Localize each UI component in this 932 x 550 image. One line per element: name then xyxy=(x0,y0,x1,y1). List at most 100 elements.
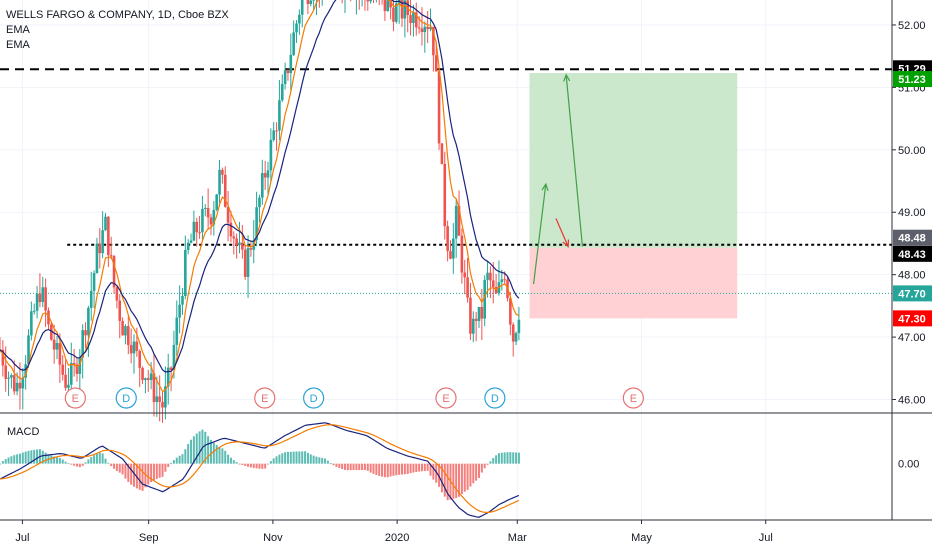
candle-body xyxy=(389,0,392,8)
macd-hist-bar xyxy=(443,463,446,497)
event-label: E xyxy=(261,393,268,405)
macd-hist-bar xyxy=(170,463,173,464)
candle-body xyxy=(21,377,25,389)
macd-hist-bar xyxy=(332,463,335,466)
macd-hist-bar xyxy=(500,452,503,464)
candle-body xyxy=(306,0,310,5)
candle-body xyxy=(35,293,39,311)
candle-body xyxy=(477,306,481,322)
candle-body xyxy=(409,15,412,24)
badge-label: 47.30 xyxy=(898,313,926,325)
macd-hist-bar xyxy=(124,463,127,479)
candle-body xyxy=(38,293,42,303)
trade-arrow-shaft xyxy=(555,218,569,247)
candle-body xyxy=(118,300,122,321)
macd-hist-bar xyxy=(318,457,321,464)
macd-hist-bar xyxy=(383,463,386,478)
candle-body xyxy=(32,310,36,312)
earnings-marker: E xyxy=(435,387,457,409)
candle-body xyxy=(460,235,464,273)
candle-body xyxy=(463,272,467,278)
candle-body xyxy=(412,12,415,24)
candle-body xyxy=(166,367,170,387)
macd-hist-bar xyxy=(13,455,16,464)
macd-hist-bar xyxy=(101,453,104,464)
x-tick-label: May xyxy=(631,532,652,544)
macd-hist-bar xyxy=(152,463,155,481)
symbol-title[interactable]: WELLS FARGO & COMPANY, 1D, Cboe BZX xyxy=(6,9,229,21)
candle-body xyxy=(203,207,207,209)
badge-bg xyxy=(893,245,932,262)
trade-arrow-head xyxy=(563,73,571,82)
candle-body xyxy=(489,272,492,281)
candle-body xyxy=(92,273,96,291)
macd-hist-bar xyxy=(281,453,284,464)
macd-hist-bar xyxy=(440,463,443,493)
macd-hist-bar xyxy=(298,451,301,464)
macd-hist-bar xyxy=(73,463,76,466)
macd-hist-bar xyxy=(232,460,235,464)
candle-body xyxy=(292,32,295,55)
candle-body xyxy=(12,375,16,392)
x-tick-label: Nov xyxy=(263,532,283,544)
candle-body xyxy=(429,26,432,30)
candle-body xyxy=(494,286,498,294)
candle-body xyxy=(149,373,153,380)
macd-hist-bar xyxy=(486,463,489,465)
candle-body xyxy=(266,170,270,178)
candle-body xyxy=(141,367,144,381)
macd-hist-bar xyxy=(361,463,364,471)
macd-hist-bar xyxy=(155,463,158,479)
macd-hist-bar xyxy=(84,462,87,464)
macd-hist-bar xyxy=(352,463,355,471)
macd-hist-bar xyxy=(292,451,295,464)
candle-body xyxy=(198,232,201,234)
candle-body xyxy=(283,70,287,85)
macd-hist-bar xyxy=(261,463,264,469)
badge-label: 47.70 xyxy=(898,288,926,300)
candle-body xyxy=(107,216,110,256)
candle-body xyxy=(7,377,10,379)
candle-body xyxy=(161,401,164,408)
candle-body xyxy=(52,339,56,350)
candle-body xyxy=(258,197,261,208)
event-label: E xyxy=(72,393,79,405)
macd-hist-bar xyxy=(304,451,307,464)
macd-hist-bar xyxy=(429,463,432,476)
macd-hist-bar xyxy=(466,463,469,490)
candle-body xyxy=(249,248,253,250)
candle-body xyxy=(232,236,236,239)
candle-body xyxy=(115,287,119,301)
ema-legend-2[interactable]: EMA xyxy=(6,39,30,51)
macd-hist-bar xyxy=(147,463,150,485)
macd-hist-bar xyxy=(16,454,19,464)
candle-body xyxy=(491,280,495,287)
macd-hist-bar xyxy=(409,463,412,474)
macd-hist-bar xyxy=(386,463,389,478)
candle-body xyxy=(132,341,136,354)
badge-bg xyxy=(893,285,932,302)
macd-hist-bar xyxy=(113,463,116,469)
macd-hist-bar xyxy=(204,431,207,464)
macd-legend[interactable]: MACD xyxy=(7,426,40,438)
macd-hist-bar xyxy=(483,463,486,469)
candle-body xyxy=(417,27,421,29)
macd-hist-bar xyxy=(343,463,346,470)
loss-zone xyxy=(529,247,738,319)
event-circle xyxy=(303,387,325,409)
candle-body xyxy=(383,0,387,12)
candle-body xyxy=(84,330,87,336)
candle-body xyxy=(238,242,241,245)
macd-hist-bar xyxy=(175,457,178,464)
candle-body xyxy=(146,378,150,380)
badge-label: 51.23 xyxy=(898,74,926,86)
ema-legend-1[interactable]: EMA xyxy=(6,24,30,36)
macd-hist-bar xyxy=(50,455,53,464)
trade-arrow-shaft xyxy=(565,74,584,247)
candle-body xyxy=(261,173,264,198)
candle-body xyxy=(61,364,65,375)
macd-hist-bar xyxy=(81,463,84,466)
candle-body xyxy=(449,251,452,259)
